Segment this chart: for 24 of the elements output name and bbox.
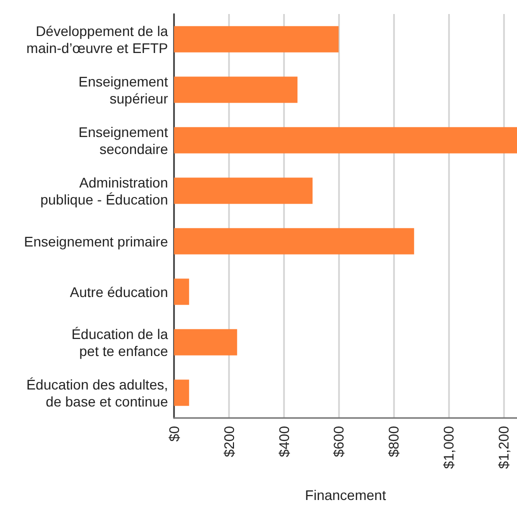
- y-tick-label: Éducation de la pet te enfance: [71, 326, 168, 359]
- x-tick-label: $800: [386, 426, 402, 458]
- bar: [174, 380, 190, 406]
- y-tick-label: Enseignement secondaire: [78, 124, 168, 157]
- y-tick-label: Enseignement supérieur: [78, 73, 168, 106]
- x-tick-label: $1,000: [440, 426, 456, 469]
- y-tick-label: Autre éducation: [70, 284, 168, 300]
- bar: [174, 178, 313, 204]
- bar: [174, 228, 414, 254]
- y-tick-label: Administration publique - Éducation: [40, 174, 168, 208]
- x-tick-label: $0: [166, 426, 182, 442]
- bar: [174, 278, 190, 305]
- y-tick-label: Développement de la main-d’œuvre et EFTP: [26, 22, 168, 56]
- y-tick-label: Éducation des adultes, de base et continue: [26, 376, 168, 410]
- y-tick-label: Enseignement primaire: [24, 233, 168, 250]
- x-tick-label: $200: [220, 426, 237, 458]
- bar: [174, 329, 238, 356]
- x-axis-title: Financement: [305, 487, 386, 503]
- x-tick-label: $400: [276, 426, 292, 458]
- x-tick-label: $1,200: [495, 426, 512, 469]
- bar: [174, 26, 339, 52]
- bar: [174, 76, 298, 103]
- x-tick-label: $600: [330, 426, 347, 458]
- bar: [174, 127, 517, 154]
